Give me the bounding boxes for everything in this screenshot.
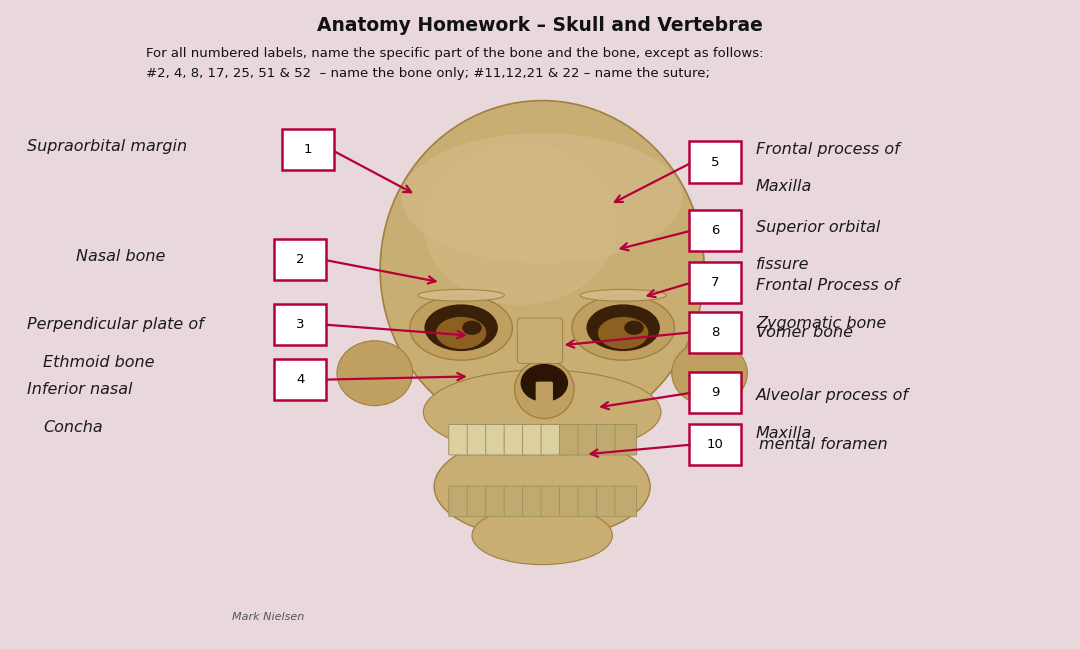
- Text: 5: 5: [711, 156, 719, 169]
- Ellipse shape: [337, 341, 413, 406]
- Ellipse shape: [521, 364, 568, 402]
- FancyBboxPatch shape: [449, 486, 471, 517]
- Ellipse shape: [409, 295, 512, 360]
- Text: Mark Nielsen: Mark Nielsen: [232, 612, 305, 622]
- FancyBboxPatch shape: [504, 486, 526, 517]
- Ellipse shape: [423, 370, 661, 454]
- Ellipse shape: [580, 289, 666, 301]
- FancyBboxPatch shape: [274, 239, 326, 280]
- Text: For all numbered labels, name the specific part of the bone and the bone, except: For all numbered labels, name the specif…: [146, 47, 764, 60]
- Text: Maxilla: Maxilla: [756, 179, 812, 195]
- Text: Alveolar process of: Alveolar process of: [756, 388, 909, 404]
- FancyBboxPatch shape: [541, 424, 563, 455]
- FancyBboxPatch shape: [559, 424, 581, 455]
- Text: Frontal Process of: Frontal Process of: [756, 278, 900, 293]
- Text: Concha: Concha: [43, 419, 103, 435]
- FancyBboxPatch shape: [486, 486, 508, 517]
- Text: 4: 4: [296, 373, 305, 386]
- Ellipse shape: [572, 295, 674, 360]
- Text: Anatomy Homework – Skull and Vertebrae: Anatomy Homework – Skull and Vertebrae: [318, 16, 762, 35]
- FancyBboxPatch shape: [282, 129, 334, 170]
- Text: 6: 6: [711, 224, 719, 237]
- FancyBboxPatch shape: [689, 141, 741, 183]
- FancyBboxPatch shape: [689, 372, 741, 413]
- FancyBboxPatch shape: [578, 486, 599, 517]
- FancyBboxPatch shape: [689, 210, 741, 251]
- Text: Frontal process of: Frontal process of: [756, 141, 900, 157]
- FancyBboxPatch shape: [689, 424, 741, 465]
- Ellipse shape: [462, 321, 482, 335]
- Ellipse shape: [424, 304, 498, 351]
- Text: 7: 7: [711, 276, 719, 289]
- Text: Ethmoid bone: Ethmoid bone: [43, 354, 154, 370]
- Text: Maxilla: Maxilla: [756, 426, 812, 441]
- FancyBboxPatch shape: [596, 486, 618, 517]
- Ellipse shape: [434, 435, 650, 539]
- Text: 1: 1: [303, 143, 312, 156]
- FancyBboxPatch shape: [274, 359, 326, 400]
- FancyBboxPatch shape: [523, 424, 544, 455]
- Text: 3: 3: [296, 318, 305, 331]
- FancyBboxPatch shape: [523, 486, 544, 517]
- Ellipse shape: [423, 143, 618, 305]
- FancyBboxPatch shape: [504, 424, 526, 455]
- FancyBboxPatch shape: [615, 486, 636, 517]
- FancyBboxPatch shape: [689, 262, 741, 303]
- Ellipse shape: [402, 133, 683, 263]
- FancyBboxPatch shape: [486, 424, 508, 455]
- Text: 9: 9: [711, 386, 719, 399]
- FancyBboxPatch shape: [559, 486, 581, 517]
- Text: Supraorbital margin: Supraorbital margin: [27, 138, 187, 154]
- FancyBboxPatch shape: [615, 424, 636, 455]
- Text: Nasal bone: Nasal bone: [76, 249, 165, 264]
- FancyBboxPatch shape: [274, 304, 326, 345]
- Ellipse shape: [436, 317, 486, 349]
- FancyBboxPatch shape: [578, 424, 599, 455]
- Ellipse shape: [672, 341, 747, 406]
- Text: Superior orbital: Superior orbital: [756, 219, 880, 235]
- Ellipse shape: [514, 360, 575, 419]
- Text: fissure: fissure: [756, 257, 810, 273]
- Ellipse shape: [586, 304, 660, 351]
- Ellipse shape: [380, 101, 704, 438]
- Text: mental foramen: mental foramen: [759, 437, 888, 452]
- Text: Vomer bone: Vomer bone: [756, 324, 853, 340]
- Text: 10: 10: [706, 438, 724, 451]
- Text: 8: 8: [711, 326, 719, 339]
- Ellipse shape: [472, 506, 612, 565]
- Ellipse shape: [418, 289, 504, 301]
- Ellipse shape: [624, 321, 644, 335]
- Text: Zygomatic bone: Zygomatic bone: [756, 315, 887, 331]
- FancyBboxPatch shape: [468, 424, 489, 455]
- FancyBboxPatch shape: [449, 424, 471, 455]
- Ellipse shape: [598, 317, 648, 349]
- FancyBboxPatch shape: [596, 424, 618, 455]
- Text: 2: 2: [296, 253, 305, 266]
- FancyBboxPatch shape: [468, 486, 489, 517]
- Text: #2, 4, 8, 17, 25, 51 & 52  – name the bone only; #11,12,21 & 22 – name the sutur: #2, 4, 8, 17, 25, 51 & 52 – name the bon…: [146, 67, 710, 80]
- FancyBboxPatch shape: [536, 382, 553, 417]
- FancyBboxPatch shape: [541, 486, 563, 517]
- FancyBboxPatch shape: [517, 318, 563, 363]
- Text: Perpendicular plate of: Perpendicular plate of: [27, 317, 204, 332]
- Text: Inferior nasal: Inferior nasal: [27, 382, 133, 397]
- FancyBboxPatch shape: [689, 312, 741, 353]
